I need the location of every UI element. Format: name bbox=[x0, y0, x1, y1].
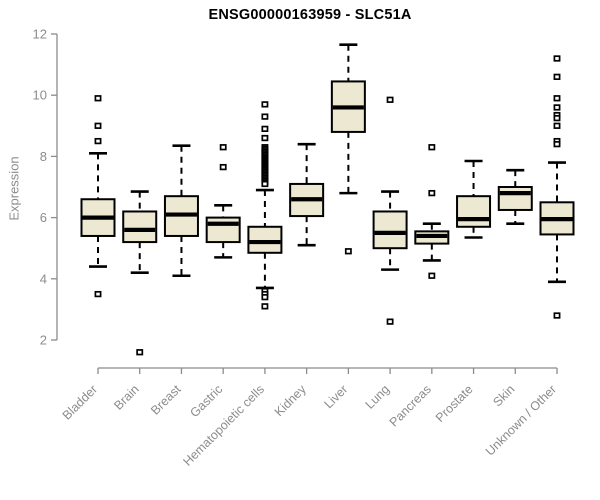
box-gastric bbox=[205, 144, 241, 259]
outlier-point bbox=[261, 180, 269, 188]
box-breast bbox=[163, 144, 199, 278]
iqr-box bbox=[497, 186, 533, 211]
outlier-point bbox=[553, 114, 561, 122]
box-lung bbox=[372, 96, 408, 325]
chart-title: ENSG00000163959 - SLC51A bbox=[208, 7, 412, 23]
x-tick-label-skin: Skin bbox=[490, 382, 517, 409]
x-tick-label-pancreas: Pancreas bbox=[387, 382, 434, 429]
y-tick-label: 10 bbox=[33, 88, 47, 103]
iqr-box bbox=[205, 216, 241, 244]
outlier-point bbox=[428, 272, 436, 279]
outlier-point bbox=[94, 137, 102, 145]
outlier-point bbox=[219, 144, 227, 151]
outlier-point bbox=[261, 113, 269, 120]
outlier-point bbox=[136, 349, 144, 356]
outlier-point bbox=[219, 163, 227, 171]
x-tick-label-kidney: Kidney bbox=[272, 382, 309, 419]
outlier-point bbox=[386, 318, 394, 325]
outlier-point bbox=[261, 125, 269, 133]
outlier-point bbox=[386, 96, 394, 103]
outlier-point bbox=[553, 95, 561, 102]
box-brain bbox=[122, 190, 158, 356]
x-tick-label-unknown-other: Unknown / Other bbox=[483, 382, 559, 458]
outlier-point bbox=[261, 303, 269, 310]
outlier-point bbox=[94, 122, 102, 129]
outlier-point bbox=[428, 144, 436, 151]
iqr-box bbox=[372, 210, 408, 250]
y-tick-label: 8 bbox=[40, 149, 47, 164]
outlier-point bbox=[553, 104, 561, 111]
box-hematopoietic-cells bbox=[247, 101, 283, 310]
outlier-point bbox=[553, 122, 561, 129]
x-tick-label-bladder: Bladder bbox=[60, 382, 100, 422]
outlier-point bbox=[428, 189, 436, 197]
box-prostate bbox=[456, 159, 492, 239]
outlier-point bbox=[344, 248, 352, 255]
x-tick-label-gastric: Gastric bbox=[187, 382, 225, 420]
outlier-point bbox=[261, 134, 269, 142]
y-axis: 2 4 6 8 10 12 bbox=[33, 27, 58, 348]
outlier-point bbox=[553, 55, 561, 62]
iqr-box bbox=[456, 195, 492, 228]
x-tick-label-prostate: Prostate bbox=[433, 382, 476, 425]
outlier-point bbox=[261, 101, 269, 108]
outlier-point bbox=[553, 141, 561, 148]
outlier-point bbox=[261, 294, 269, 301]
iqr-box bbox=[247, 225, 283, 254]
box-skin bbox=[497, 168, 533, 226]
x-tick-label-hematopoietic-cells: Hematopoietic cells bbox=[180, 382, 267, 469]
box-kidney bbox=[289, 142, 325, 247]
y-tick-label: 6 bbox=[40, 210, 47, 225]
iqr-box bbox=[122, 210, 158, 244]
x-tick-label-liver: Liver bbox=[321, 382, 350, 411]
y-tick-label: 2 bbox=[40, 333, 47, 348]
x-tick-label-lung: Lung bbox=[363, 382, 393, 412]
outlier-point bbox=[94, 95, 102, 102]
outlier-point bbox=[94, 290, 102, 298]
box-pancreas bbox=[414, 144, 450, 279]
y-tick-label: 4 bbox=[40, 271, 47, 286]
box-liver bbox=[330, 43, 366, 255]
outlier-point bbox=[553, 312, 561, 319]
x-tick-label-breast: Breast bbox=[148, 382, 184, 418]
outlier-point bbox=[553, 73, 561, 80]
y-tick-label: 12 bbox=[33, 27, 47, 42]
box-unknown-other bbox=[539, 55, 575, 319]
box-bladder bbox=[80, 95, 116, 298]
x-tick-label-brain: Brain bbox=[111, 382, 142, 413]
